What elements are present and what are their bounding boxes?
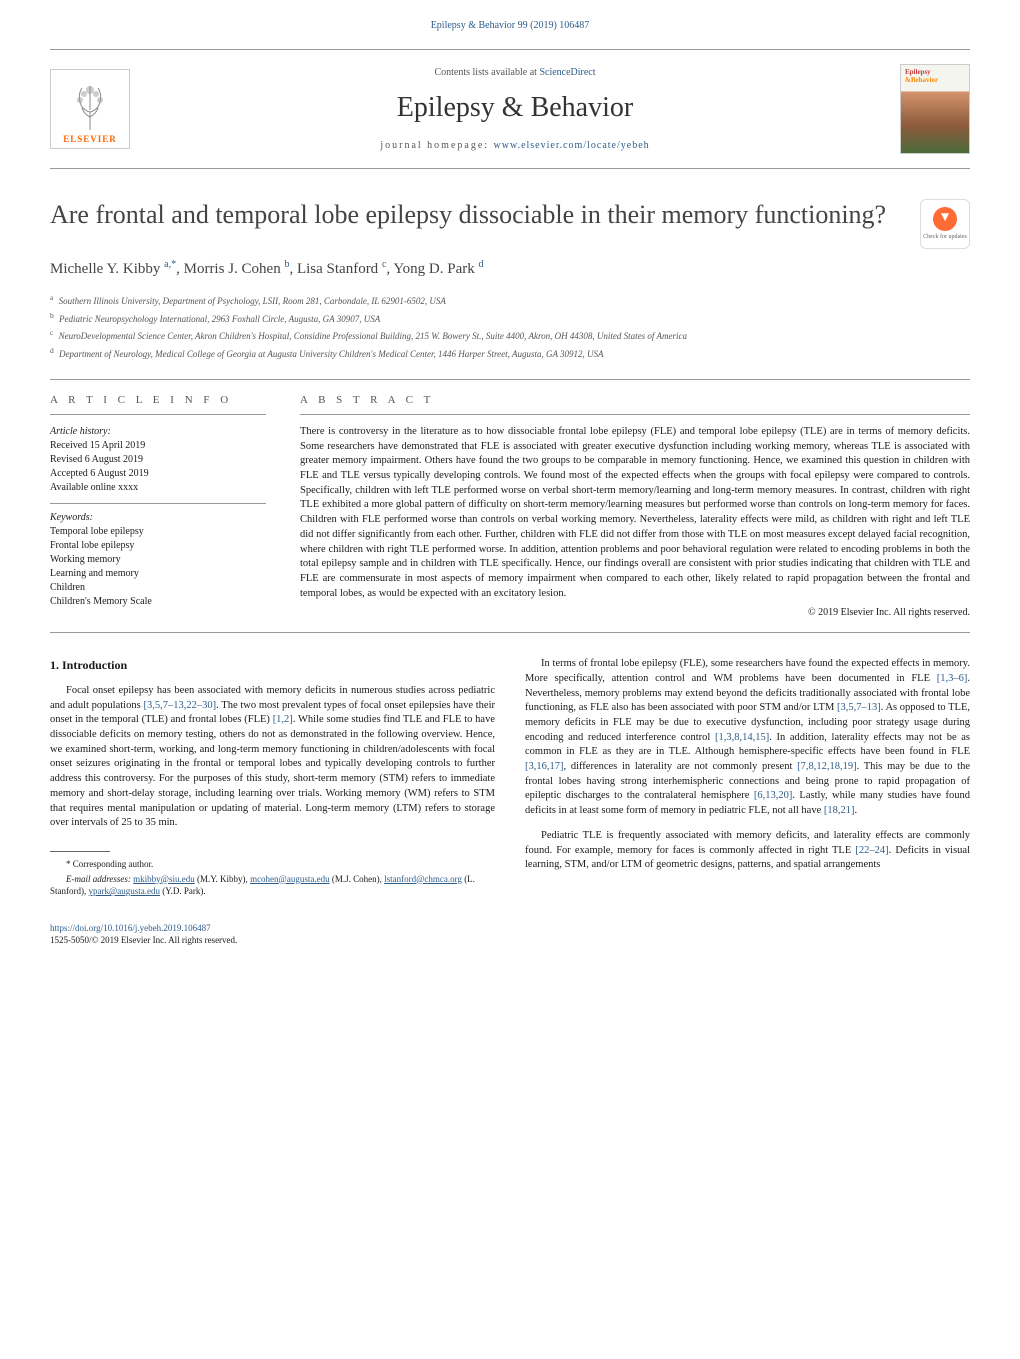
sciencedirect-link[interactable]: ScienceDirect xyxy=(539,67,595,78)
doi-block: https://doi.org/10.1016/j.yebeh.2019.106… xyxy=(50,922,495,947)
issn-copyright: 1525-5050/© 2019 Elsevier Inc. All right… xyxy=(50,935,237,945)
corresponding-author: * Corresponding author. xyxy=(50,858,495,871)
abstract-text: There is controversy in the literature a… xyxy=(300,425,970,601)
elsevier-logo: ELSEVIER xyxy=(50,69,130,149)
cover-title: Epilepsy &Behavior xyxy=(905,69,938,84)
accepted-date: Accepted 6 August 2019 xyxy=(50,467,266,481)
journal-title: Epilepsy & Behavior xyxy=(130,92,900,124)
affiliation-d: d Department of Neurology, Medical Colle… xyxy=(50,345,970,362)
column-left: 1. Introduction Focal onset epilepsy has… xyxy=(50,657,495,947)
article-info-heading: A R T I C L E I N F O xyxy=(50,394,266,415)
intro-paragraph-1: Focal onset epilepsy has been associated… xyxy=(50,684,495,831)
contents-line: Contents lists available at ScienceDirec… xyxy=(130,67,900,78)
intro-heading: 1. Introduction xyxy=(50,657,495,674)
abstract-block: A B S T R A C T There is controversy in … xyxy=(280,380,970,632)
homepage-prefix: journal homepage: xyxy=(380,140,493,151)
affiliation-c: c NeuroDevelopmental Science Center, Akr… xyxy=(50,327,970,344)
email-addresses: E-mail addresses: mkibby@siu.edu (M.Y. K… xyxy=(50,873,495,898)
revised-date: Revised 6 August 2019 xyxy=(50,453,266,467)
received-date: Received 15 April 2019 xyxy=(50,439,266,453)
article-title: Are frontal and temporal lobe epilepsy d… xyxy=(50,199,920,232)
affiliation-a: a Southern Illinois University, Departme… xyxy=(50,292,970,309)
check-updates-badge[interactable]: Check for updates xyxy=(920,199,970,249)
keywords-list: Temporal lobe epilepsyFrontal lobe epile… xyxy=(50,525,266,609)
history-label: Article history: xyxy=(50,425,266,439)
article-header: Are frontal and temporal lobe epilepsy d… xyxy=(50,199,970,249)
journal-header: ELSEVIER Contents lists available at Sci… xyxy=(50,49,970,169)
body-columns: 1. Introduction Focal onset epilepsy has… xyxy=(50,657,970,947)
elsevier-tree-icon xyxy=(70,82,110,132)
abstract-heading: A B S T R A C T xyxy=(300,394,970,415)
article-info: A R T I C L E I N F O Article history: R… xyxy=(50,380,280,632)
contents-prefix: Contents lists available at xyxy=(434,67,539,78)
journal-center: Contents lists available at ScienceDirec… xyxy=(130,67,900,151)
body-paragraph-r1: In terms of frontal lobe epilepsy (FLE),… xyxy=(525,657,970,819)
doi-link[interactable]: https://doi.org/10.1016/j.yebeh.2019.106… xyxy=(50,923,211,933)
citation-header: Epilepsy & Behavior 99 (2019) 106487 xyxy=(50,20,970,31)
authors-line: Michelle Y. Kibby a,*, Morris J. Cohen b… xyxy=(50,259,970,278)
affiliation-b: b Pediatric Neuropsychology Internationa… xyxy=(50,310,970,327)
check-updates-icon xyxy=(933,207,957,231)
journal-homepage: journal homepage: www.elsevier.com/locat… xyxy=(130,140,900,151)
abstract-copyright: © 2019 Elsevier Inc. All rights reserved… xyxy=(300,607,970,618)
article-history: Article history: Received 15 April 2019 … xyxy=(50,425,266,504)
footnote-block: * Corresponding author. E-mail addresses… xyxy=(50,858,495,898)
available-date: Available online xxxx xyxy=(50,481,266,495)
cover-line2: &Behavior xyxy=(905,77,938,85)
info-abstract-block: A R T I C L E I N F O Article history: R… xyxy=(50,379,970,633)
elsevier-label: ELSEVIER xyxy=(63,134,117,144)
check-updates-label: Check for updates xyxy=(923,234,967,241)
affiliations: a Southern Illinois University, Departme… xyxy=(50,292,970,361)
homepage-link[interactable]: www.elsevier.com/locate/yebeh xyxy=(494,140,650,151)
footnote-separator xyxy=(50,851,110,852)
body-paragraph-r2: Pediatric TLE is frequently associated w… xyxy=(525,829,970,873)
keywords-label: Keywords: xyxy=(50,512,266,523)
journal-cover-thumbnail: Epilepsy &Behavior xyxy=(900,64,970,154)
column-right: In terms of frontal lobe epilepsy (FLE),… xyxy=(525,657,970,947)
